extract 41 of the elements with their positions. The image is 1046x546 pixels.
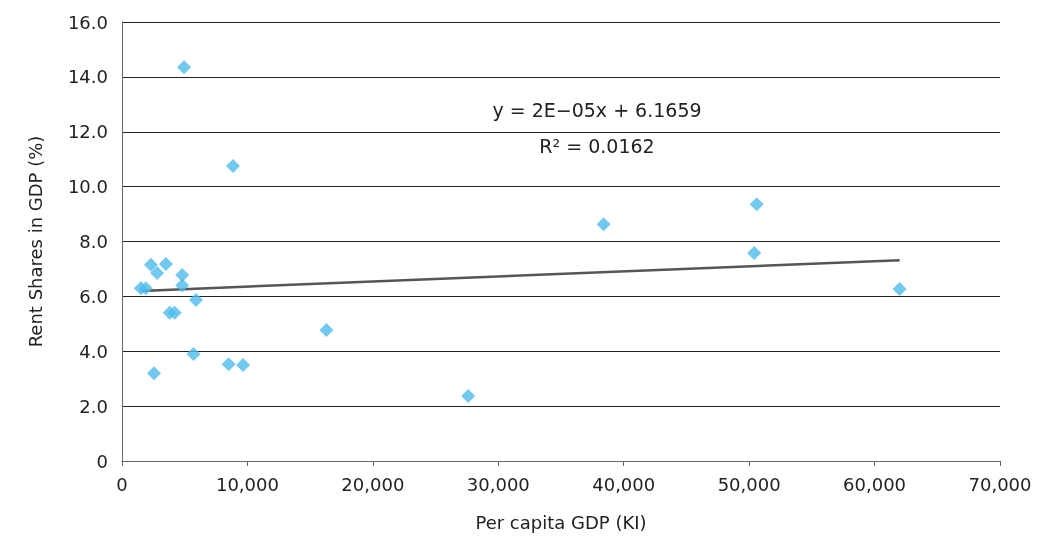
point: [319, 323, 334, 338]
point: [461, 388, 476, 403]
y-tick-label: 4.0: [79, 340, 108, 362]
y-tick-label: 12.0: [67, 121, 108, 143]
point: [747, 246, 762, 261]
point: [143, 257, 158, 272]
point: [892, 281, 907, 296]
point: [146, 366, 161, 381]
point: [177, 60, 192, 75]
x-tick-label: 60,000: [843, 473, 907, 495]
point: [596, 217, 611, 232]
x-tick-label: 50,000: [717, 473, 781, 495]
y-tick-label: 2.0: [79, 395, 108, 417]
x-tick-label: 20,000: [341, 473, 405, 495]
point: [150, 266, 165, 281]
point: [167, 305, 182, 320]
point: [175, 278, 190, 293]
x-tick-label: 10,000: [215, 473, 279, 495]
y-axis-title: Rent Shares in GDP (%): [24, 135, 46, 348]
y-tick-label: 14.0: [67, 66, 108, 88]
point: [138, 281, 153, 296]
y-tick-label: 8.0: [79, 231, 108, 252]
y-tick-label: 0: [96, 450, 108, 472]
y-tick-label: 10.0: [67, 176, 108, 198]
y-tick-label: 16.0: [67, 11, 108, 33]
point: [175, 267, 190, 282]
annotation: R² = 0.0162: [539, 134, 655, 157]
x-axis-title: Per capita GDP (KI): [475, 511, 647, 533]
y-tick-label: 6.0: [79, 285, 108, 307]
point: [189, 292, 203, 307]
x-tick-label: 0: [116, 473, 128, 495]
point: [158, 257, 173, 271]
point: [226, 159, 240, 174]
point: [749, 197, 764, 212]
annotation: y = 2E−05x + 6.1659: [492, 98, 702, 121]
x-tick-label: 70,000: [968, 473, 1032, 495]
point: [186, 346, 201, 361]
x-tick-label: 40,000: [592, 473, 656, 495]
x-tick-label: 30,000: [466, 473, 530, 495]
point: [221, 357, 236, 372]
point: [236, 357, 251, 372]
